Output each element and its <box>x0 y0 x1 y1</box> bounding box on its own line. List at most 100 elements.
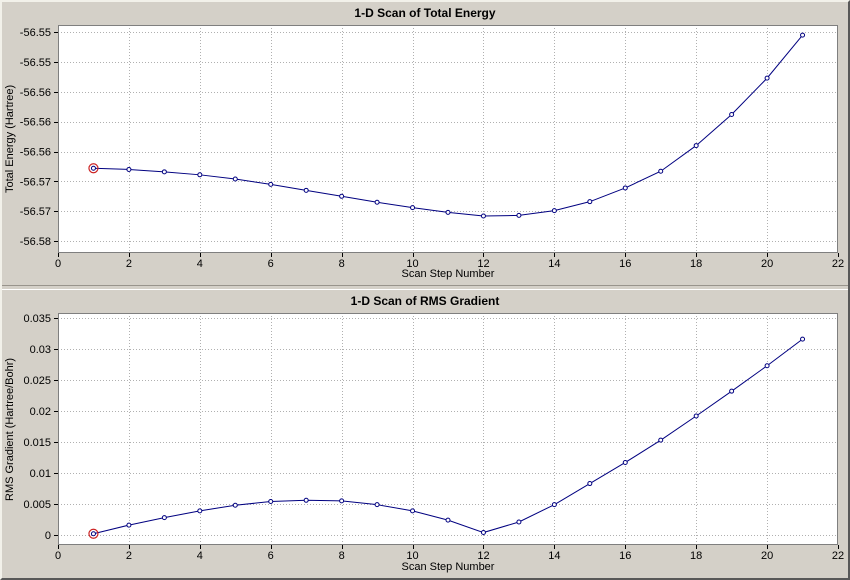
selected-point-highlight <box>88 528 99 539</box>
panel-divider <box>2 285 848 290</box>
data-point-marker[interactable] <box>551 502 557 508</box>
y-tick-label: 0.025 <box>23 375 51 387</box>
data-point-marker[interactable] <box>161 169 167 175</box>
y-tick-label: -56.55 <box>20 27 51 39</box>
data-point-marker[interactable] <box>693 143 699 149</box>
data-point-marker[interactable] <box>800 336 806 342</box>
data-point-marker[interactable] <box>693 413 699 419</box>
x-tick-label: 18 <box>690 258 702 270</box>
plot-background <box>58 25 838 253</box>
x-tick-label: 10 <box>406 550 418 562</box>
data-point-marker[interactable] <box>339 498 345 504</box>
x-tick-label: 22 <box>832 550 844 562</box>
rms-gradient-panel: 0 2 4 6 8 10 12 14 16 18 20 22 0 0.005 0.01 0.015 0.02 0.… <box>2 290 848 578</box>
y-tick-label: -56.58 <box>20 236 51 248</box>
y-tick-label: -56.56 <box>20 147 51 159</box>
y-tick-label: 0.02 <box>30 406 51 418</box>
y-tick-label: -56.56 <box>20 117 51 129</box>
data-point-marker[interactable] <box>268 181 274 187</box>
data-point-marker[interactable] <box>410 205 416 211</box>
chart-title: 1-D Scan of Total Energy <box>354 6 496 20</box>
plot-background <box>58 313 838 545</box>
data-point-marker[interactable] <box>90 531 96 537</box>
x-tick-label: 12 <box>477 258 489 270</box>
x-tick-label: 22 <box>832 258 844 270</box>
data-point-marker[interactable] <box>374 199 380 205</box>
x-tick-label: 2 <box>126 550 132 562</box>
x-tick-label: 6 <box>268 258 274 270</box>
y-tick-label: -56.57 <box>20 176 51 188</box>
data-point-marker[interactable] <box>232 176 238 182</box>
y-tick-label: 0.015 <box>23 437 51 449</box>
y-tick-label: 0 <box>45 530 51 542</box>
data-point-marker[interactable] <box>516 519 522 525</box>
data-point-marker[interactable] <box>445 517 451 523</box>
data-point-marker[interactable] <box>126 522 132 528</box>
x-tick-label: 18 <box>690 550 702 562</box>
data-point-marker[interactable] <box>480 530 486 536</box>
rms-gradient-plot[interactable]: 0 2 4 6 8 10 12 14 16 18 20 22 0 0.005 0.01 0.015 0.02 0.… <box>2 290 848 578</box>
x-tick-label: 4 <box>197 550 203 562</box>
data-point-marker[interactable] <box>410 508 416 514</box>
data-point-marker[interactable] <box>197 508 203 514</box>
x-tick-label: 20 <box>761 550 773 562</box>
data-point-marker[interactable] <box>800 32 806 38</box>
data-point-marker[interactable] <box>303 187 309 193</box>
x-tick-label: 0 <box>55 550 61 562</box>
x-tick-label: 16 <box>619 258 631 270</box>
data-point-marker[interactable] <box>197 172 203 178</box>
x-axis-label: Scan Step Number <box>401 561 495 573</box>
y-tick-label: -56.55 <box>20 57 51 69</box>
data-point-marker[interactable] <box>303 497 309 503</box>
data-point-marker[interactable] <box>445 209 451 215</box>
x-tick-label: 6 <box>268 550 274 562</box>
data-point-marker[interactable] <box>232 502 238 508</box>
data-point-marker[interactable] <box>161 515 167 521</box>
x-tick-label: 20 <box>761 258 773 270</box>
data-point-marker[interactable] <box>551 208 557 214</box>
y-tick-label: -56.57 <box>20 206 51 218</box>
x-tick-label: 8 <box>339 550 345 562</box>
data-point-marker[interactable] <box>622 459 628 465</box>
x-axis-label: Scan Step Number <box>401 268 495 280</box>
chart-title: 1-D Scan of RMS Gradient <box>350 294 500 308</box>
plot-border <box>58 25 838 253</box>
data-point-marker[interactable] <box>90 165 96 171</box>
data-point-marker[interactable] <box>587 481 593 487</box>
y-axis-label: RMS Gradient (Hartree/Bohr) <box>4 357 16 501</box>
y-axis-label: Total Energy (Hartree) <box>4 84 16 194</box>
data-point-marker[interactable] <box>126 166 132 172</box>
y-tick-label: 0.01 <box>30 468 51 480</box>
data-point-marker[interactable] <box>729 112 735 118</box>
data-point-marker[interactable] <box>480 213 486 219</box>
y-tick-label: 0.03 <box>30 344 51 356</box>
selected-point-highlight <box>88 163 99 174</box>
x-tick-label: 0 <box>55 258 61 270</box>
plot-border <box>58 313 838 545</box>
y-tick-label: -56.56 <box>20 87 51 99</box>
total-energy-plot[interactable]: 0 2 4 6 8 10 12 14 16 18 20 22 -56.55 -56.55 -56.56 -56… <box>2 2 848 285</box>
x-tick-label: 2 <box>126 258 132 270</box>
data-point-marker[interactable] <box>587 199 593 205</box>
data-point-marker[interactable] <box>622 185 628 191</box>
x-tick-label: 14 <box>548 258 560 270</box>
data-point-marker[interactable] <box>658 437 664 443</box>
y-tick-label: 0.005 <box>23 499 51 511</box>
data-point-marker[interactable] <box>764 75 770 81</box>
data-point-marker[interactable] <box>268 499 274 505</box>
total-energy-panel: 0 2 4 6 8 10 12 14 16 18 20 22 -56.55 -56.55 -56.56 -56… <box>2 2 848 285</box>
x-tick-label: 8 <box>339 258 345 270</box>
data-point-marker[interactable] <box>339 193 345 199</box>
y-tick-label: 0.035 <box>23 313 51 325</box>
x-tick-label: 16 <box>619 550 631 562</box>
data-point-marker[interactable] <box>729 388 735 394</box>
data-point-marker[interactable] <box>764 363 770 369</box>
data-point-marker[interactable] <box>658 168 664 174</box>
data-point-marker[interactable] <box>516 212 522 218</box>
data-point-marker[interactable] <box>374 502 380 508</box>
x-tick-label: 10 <box>406 258 418 270</box>
x-tick-label: 12 <box>477 550 489 562</box>
x-tick-label: 4 <box>197 258 203 270</box>
x-tick-label: 14 <box>548 550 560 562</box>
